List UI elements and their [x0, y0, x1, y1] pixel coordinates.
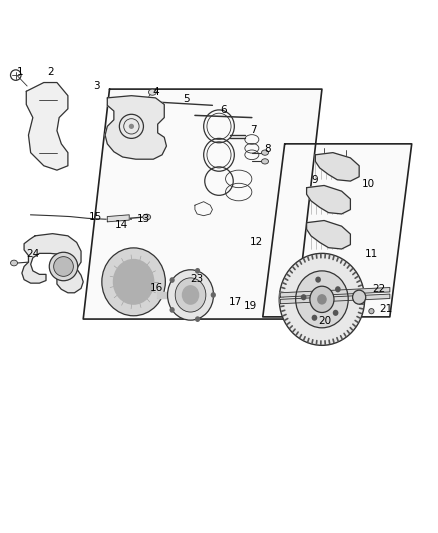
- Ellipse shape: [353, 290, 366, 304]
- Ellipse shape: [195, 316, 200, 322]
- Bar: [157, 292, 170, 298]
- Ellipse shape: [310, 286, 334, 312]
- Text: 22: 22: [372, 284, 385, 294]
- Text: 12: 12: [250, 237, 263, 247]
- Text: 23: 23: [191, 274, 204, 284]
- Ellipse shape: [279, 253, 364, 345]
- Text: 17: 17: [229, 296, 242, 306]
- Ellipse shape: [301, 294, 307, 300]
- Ellipse shape: [261, 150, 268, 155]
- Text: 15: 15: [89, 213, 102, 222]
- Polygon shape: [107, 215, 129, 222]
- Ellipse shape: [315, 277, 321, 282]
- Ellipse shape: [195, 268, 200, 273]
- Text: 24: 24: [26, 249, 39, 259]
- Text: 2: 2: [47, 67, 54, 77]
- Text: 14: 14: [115, 220, 128, 230]
- Polygon shape: [83, 89, 322, 319]
- Text: 1: 1: [17, 67, 24, 77]
- Ellipse shape: [53, 257, 73, 276]
- Ellipse shape: [170, 307, 175, 313]
- Ellipse shape: [175, 278, 206, 312]
- Text: 19: 19: [244, 301, 257, 311]
- Ellipse shape: [182, 285, 199, 305]
- Ellipse shape: [129, 124, 134, 129]
- Text: 13: 13: [137, 214, 150, 224]
- Text: 21: 21: [380, 304, 393, 314]
- Text: 10: 10: [361, 179, 374, 189]
- Ellipse shape: [102, 248, 166, 316]
- Text: 20: 20: [318, 316, 332, 326]
- Ellipse shape: [167, 270, 214, 320]
- Ellipse shape: [317, 294, 327, 304]
- Text: 9: 9: [311, 175, 318, 185]
- Polygon shape: [22, 233, 83, 293]
- Ellipse shape: [143, 214, 151, 220]
- Polygon shape: [105, 96, 166, 159]
- Ellipse shape: [311, 314, 317, 321]
- Polygon shape: [307, 221, 350, 249]
- Polygon shape: [315, 152, 359, 181]
- Polygon shape: [280, 294, 390, 304]
- Text: 4: 4: [152, 87, 159, 97]
- Ellipse shape: [211, 292, 216, 298]
- Text: 5: 5: [183, 94, 190, 104]
- Text: 6: 6: [220, 104, 227, 115]
- Ellipse shape: [335, 286, 341, 292]
- Polygon shape: [307, 185, 350, 214]
- Ellipse shape: [148, 89, 156, 95]
- Text: 8: 8: [264, 144, 271, 154]
- Ellipse shape: [296, 271, 348, 328]
- Text: 16: 16: [150, 282, 163, 293]
- Text: 7: 7: [250, 125, 257, 135]
- Polygon shape: [280, 287, 390, 297]
- Ellipse shape: [170, 277, 175, 283]
- Ellipse shape: [113, 259, 154, 305]
- Ellipse shape: [261, 159, 268, 164]
- Ellipse shape: [369, 309, 374, 314]
- Ellipse shape: [333, 310, 339, 316]
- Polygon shape: [263, 144, 412, 317]
- Polygon shape: [26, 83, 68, 170]
- Text: 11: 11: [365, 249, 378, 259]
- Ellipse shape: [49, 252, 78, 281]
- Text: 3: 3: [93, 81, 100, 91]
- Ellipse shape: [11, 260, 18, 266]
